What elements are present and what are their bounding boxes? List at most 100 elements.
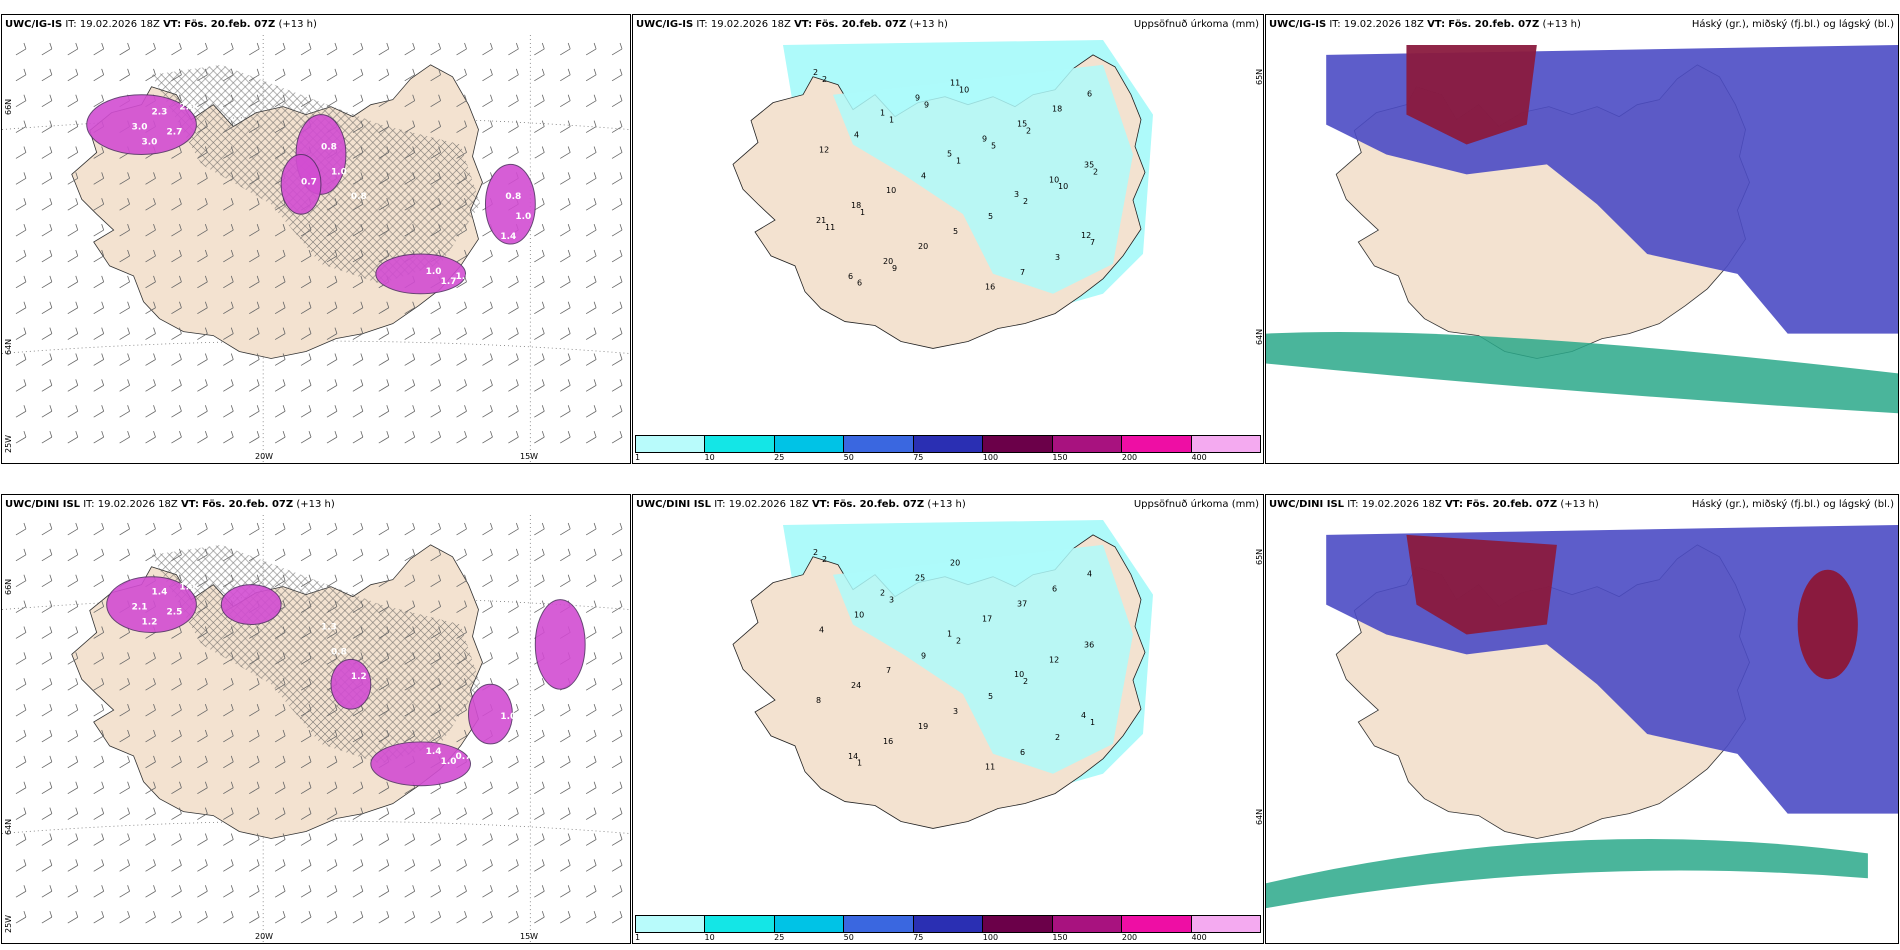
- lat-label: 66N: [4, 98, 13, 115]
- map-area[interactable]: 2 2 1 10 4 14 25 17 12 8 16 20 37 36 24 19 11 6 4 7 3 6 4 10 9 5 2…: [633, 515, 1263, 913]
- colorbar-swatch: [983, 436, 1053, 452]
- precip-value-label: 10: [1058, 182, 1068, 191]
- snow-value-label: 0.7: [456, 752, 472, 762]
- precip-value-label: 7: [886, 666, 891, 675]
- lat-label: 64N: [1254, 808, 1264, 825]
- precip-value-label: 3: [953, 707, 958, 716]
- precip-area: [833, 64, 1133, 294]
- precip-value-label: 14: [848, 752, 858, 761]
- map-area[interactable]: 2 1 5 3 12 6 9 9 10 21 20 11 15 35 18 20 16 18 12 10 5 7 6 4 4 5 3…: [633, 35, 1263, 433]
- lat-label: 64N: [4, 338, 13, 355]
- precip-value-label: 1: [889, 116, 894, 125]
- colorbar-label: 100: [982, 933, 999, 942]
- colorbar-swatch: [1191, 436, 1260, 452]
- snow-value-label: 2.5: [166, 608, 182, 618]
- precip-area: [833, 544, 1133, 774]
- precip-value-label: 18: [851, 201, 861, 210]
- precip-value-label: 10: [1014, 670, 1024, 679]
- precip-value-label: 8: [816, 696, 821, 705]
- cloud-low-layer: [1266, 331, 1898, 414]
- precip-value-label: 37: [1017, 600, 1027, 609]
- panel-subtitle: Háský (gr.), miðský (fj.bl.) og lágský (…: [1691, 19, 1894, 30]
- precip-value-label: 1: [880, 109, 885, 118]
- colorbar-swatch: [1122, 916, 1192, 932]
- snow-value-label: 3.0: [132, 123, 148, 133]
- precip-value-label: 12: [1081, 231, 1091, 240]
- snow-blob: [375, 253, 467, 295]
- precip-value-label: 20: [950, 559, 960, 568]
- colorbar-label: 150: [1052, 933, 1068, 942]
- precip-value-label: 17: [982, 614, 992, 623]
- colorbar-label: 10: [704, 933, 715, 942]
- map-area[interactable]: [1266, 35, 1898, 463]
- map-area[interactable]: [1266, 515, 1898, 943]
- panel-subtitle: Uppsöfnuð úrkoma (mm): [1133, 499, 1259, 510]
- precip-value-label: 2: [880, 589, 885, 598]
- precip-value-label: 11: [950, 79, 960, 88]
- colorbar-swatch: [705, 436, 775, 452]
- panel-header: UWC/IG-IS IT: 19.02.2026 18Z VT: Fös. 20…: [2, 15, 630, 35]
- snow-value-label: 2.0: [179, 103, 195, 113]
- precip-value-label: 5: [953, 227, 958, 236]
- snow-value-label: 1.4: [152, 588, 168, 598]
- snow-value-label: 0.4: [520, 157, 536, 167]
- precip-value-label: 1: [1090, 718, 1095, 727]
- precip-value-label: 6: [848, 272, 853, 281]
- precip-value-label: 2: [1026, 127, 1031, 136]
- colorbar-label: 1: [635, 453, 641, 462]
- panel-accum-precip-dini: UWC/DINI ISL IT: 19.02.2026 18Z VT: Fös.…: [632, 494, 1264, 944]
- precip-value-label: 4: [1087, 570, 1092, 579]
- precip-value-label: 10: [886, 186, 896, 195]
- lon-label: 15W: [520, 452, 539, 461]
- colorbar-label: 10: [704, 453, 715, 462]
- snow-value-label: 1.0: [441, 757, 457, 767]
- precip-value-label: 11: [985, 763, 995, 772]
- cloud-high-layer: [1406, 44, 1537, 145]
- colorbar-swatch: [913, 436, 984, 452]
- map-area[interactable]: 2.1 1.4 2.5 1.2 1.0 1.3 0.8 1.4 1.0 0.7 0.8 0.6 1.2 1…: [2, 515, 630, 943]
- snow-value-label: 1.0: [500, 712, 516, 722]
- colorbar-swatch: [1052, 436, 1123, 452]
- panel-wind-precip-igis: UWC/IG-IS IT: 19.02.2026 18Z VT: Fös. 20…: [1, 14, 631, 464]
- panel-subtitle: Háský (gr.), miðský (fj.bl.) og lágský (…: [1691, 499, 1894, 510]
- precip-value-label: 3: [1014, 190, 1019, 199]
- snow-blob: [220, 584, 282, 625]
- colorbar-swatch: [705, 916, 775, 932]
- precip-value-label: 6: [1087, 90, 1092, 99]
- lat-label: 25W: [4, 434, 13, 453]
- snow-value-label: 1.0: [426, 267, 442, 277]
- panel-clouds-dini: UWC/DINI ISL IT: 19.02.2026 18Z VT: Fös.…: [1265, 494, 1899, 944]
- precip-value-label: 9: [982, 134, 987, 143]
- snow-value-label: 2.7: [166, 128, 182, 138]
- snow-blob: [330, 658, 372, 710]
- precip-value-label: 10: [1049, 175, 1059, 184]
- precip-value-label: 2: [813, 548, 818, 557]
- snow-blob: [370, 741, 472, 787]
- precip-value-label: 2: [1023, 197, 1028, 206]
- precip-value-label: 2: [822, 555, 827, 564]
- snow-blob: [280, 153, 322, 215]
- precip-value-label: 2: [822, 75, 827, 84]
- precip-value-label: 3: [889, 596, 894, 605]
- precip-value-label: 5: [991, 141, 996, 150]
- precip-value-label: 9: [915, 94, 920, 103]
- colorbar-swatch: [844, 916, 914, 932]
- colorbar-label: 150: [1052, 453, 1068, 462]
- precip-value-label: 24: [851, 681, 861, 690]
- map-area[interactable]: 3.0 2.3 2.7 3.0 2.0 0.8 1.0 1.0 1.7 1.0 0.8 1.0 0.8 1…: [2, 35, 630, 463]
- snow-blob: [484, 163, 536, 245]
- precip-value-label: 5: [947, 149, 952, 158]
- panel-wind-precip-dini: UWC/DINI ISL IT: 19.02.2026 18Z VT: Fös.…: [1, 494, 631, 944]
- snow-blob: [86, 94, 197, 155]
- cloud-low-layer: [1266, 838, 1868, 909]
- precip-value-label: 19: [918, 722, 928, 731]
- colorbar-label: 400: [1191, 453, 1207, 462]
- precip-value-label: 5: [988, 692, 993, 701]
- snow-value-label: 1.4: [426, 747, 442, 757]
- panel-clouds-igis: UWC/IG-IS IT: 19.02.2026 18Z VT: Fös. 20…: [1265, 14, 1899, 464]
- colorbar-swatch: [774, 436, 845, 452]
- colorbar-swatch: [636, 916, 706, 932]
- colorbar-swatch: [1052, 916, 1123, 932]
- precip-value-label: 2: [813, 68, 818, 77]
- precip-value-label: 3: [1055, 253, 1060, 262]
